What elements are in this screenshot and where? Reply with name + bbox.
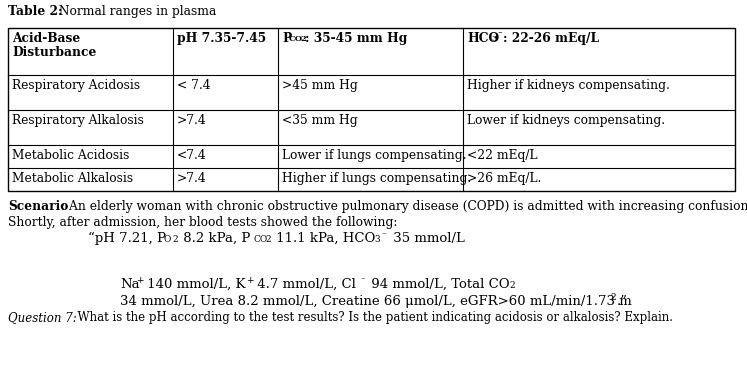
Text: : 22-26 mEq/L: : 22-26 mEq/L xyxy=(503,32,599,45)
Text: Disturbance: Disturbance xyxy=(12,46,96,59)
Text: 2: 2 xyxy=(265,235,270,244)
Text: <35 mm Hg: <35 mm Hg xyxy=(282,114,358,127)
Text: P: P xyxy=(282,32,291,45)
Text: .”: .” xyxy=(617,295,628,308)
Text: 2: 2 xyxy=(610,293,616,302)
Text: 34 mmol/L, Urea 8.2 mmol/L, Creatine 66 μmol/L, eGFR>60 mL/min/1.73 m: 34 mmol/L, Urea 8.2 mmol/L, Creatine 66 … xyxy=(120,295,632,308)
Text: Scenario: Scenario xyxy=(8,200,69,213)
Text: Acid-Base: Acid-Base xyxy=(12,32,80,45)
Bar xyxy=(8,28,735,191)
Text: pH 7.35-7.45: pH 7.35-7.45 xyxy=(177,32,266,45)
Text: >7.4: >7.4 xyxy=(177,172,207,185)
Text: <22 mEq/L: <22 mEq/L xyxy=(467,149,538,162)
Text: Higher if kidneys compensating.: Higher if kidneys compensating. xyxy=(467,79,670,92)
Text: Metabolic Alkalosis: Metabolic Alkalosis xyxy=(12,172,133,185)
Text: >26 mEq/L.: >26 mEq/L. xyxy=(467,172,542,185)
Text: 3: 3 xyxy=(491,35,497,43)
Text: 2: 2 xyxy=(172,235,178,244)
Text: : An elderly woman with chronic obstructive pulmonary disease (COPD) is admitted: : An elderly woman with chronic obstruct… xyxy=(61,200,747,213)
Text: Higher if lungs compensating.: Higher if lungs compensating. xyxy=(282,172,471,185)
Text: ⁻: ⁻ xyxy=(381,231,385,240)
Text: 3: 3 xyxy=(374,235,379,244)
Text: +: + xyxy=(136,276,143,285)
Text: 11.1 kPa, HCO: 11.1 kPa, HCO xyxy=(272,232,376,245)
Text: >7.4: >7.4 xyxy=(177,114,207,127)
Text: : 35-45 mm Hg: : 35-45 mm Hg xyxy=(305,32,407,45)
Text: CO: CO xyxy=(253,235,267,244)
Text: 35 mmol/L: 35 mmol/L xyxy=(389,232,465,245)
Text: Lower if lungs compensating.: Lower if lungs compensating. xyxy=(282,149,466,162)
Text: HCO: HCO xyxy=(467,32,499,45)
Text: Shortly, after admission, her blood tests showed the following:: Shortly, after admission, her blood test… xyxy=(8,216,397,229)
Text: Respiratory Acidosis: Respiratory Acidosis xyxy=(12,79,140,92)
Text: 2: 2 xyxy=(509,281,515,290)
Text: “pH 7.21, P: “pH 7.21, P xyxy=(88,232,166,245)
Text: 2: 2 xyxy=(300,35,306,43)
Text: Na: Na xyxy=(120,278,140,291)
Text: Question 7:: Question 7: xyxy=(8,311,77,324)
Text: Lower if kidneys compensating.: Lower if kidneys compensating. xyxy=(467,114,665,127)
Text: ⁻: ⁻ xyxy=(360,276,365,285)
Text: <7.4: <7.4 xyxy=(177,149,207,162)
Text: Normal ranges in plasma: Normal ranges in plasma xyxy=(55,5,217,18)
Text: 94 mmol/L, Total CO: 94 mmol/L, Total CO xyxy=(367,278,509,291)
Text: >45 mm Hg: >45 mm Hg xyxy=(282,79,358,92)
Text: ⁻: ⁻ xyxy=(497,30,502,39)
Text: Respiratory Alkalosis: Respiratory Alkalosis xyxy=(12,114,144,127)
Text: +: + xyxy=(246,276,253,285)
Text: CO: CO xyxy=(289,35,303,43)
Text: < 7.4: < 7.4 xyxy=(177,79,211,92)
Text: Metabolic Acidosis: Metabolic Acidosis xyxy=(12,149,129,162)
Text: What is the pH according to the test results? Is the patient indicating acidosis: What is the pH according to the test res… xyxy=(70,311,673,324)
Text: 8.2 kPa, P: 8.2 kPa, P xyxy=(179,232,250,245)
Text: 4.7 mmol/L, Cl: 4.7 mmol/L, Cl xyxy=(253,278,356,291)
Text: O: O xyxy=(164,235,171,244)
Text: 140 mmol/L, K: 140 mmol/L, K xyxy=(143,278,246,291)
Text: Table 2:: Table 2: xyxy=(8,5,63,18)
